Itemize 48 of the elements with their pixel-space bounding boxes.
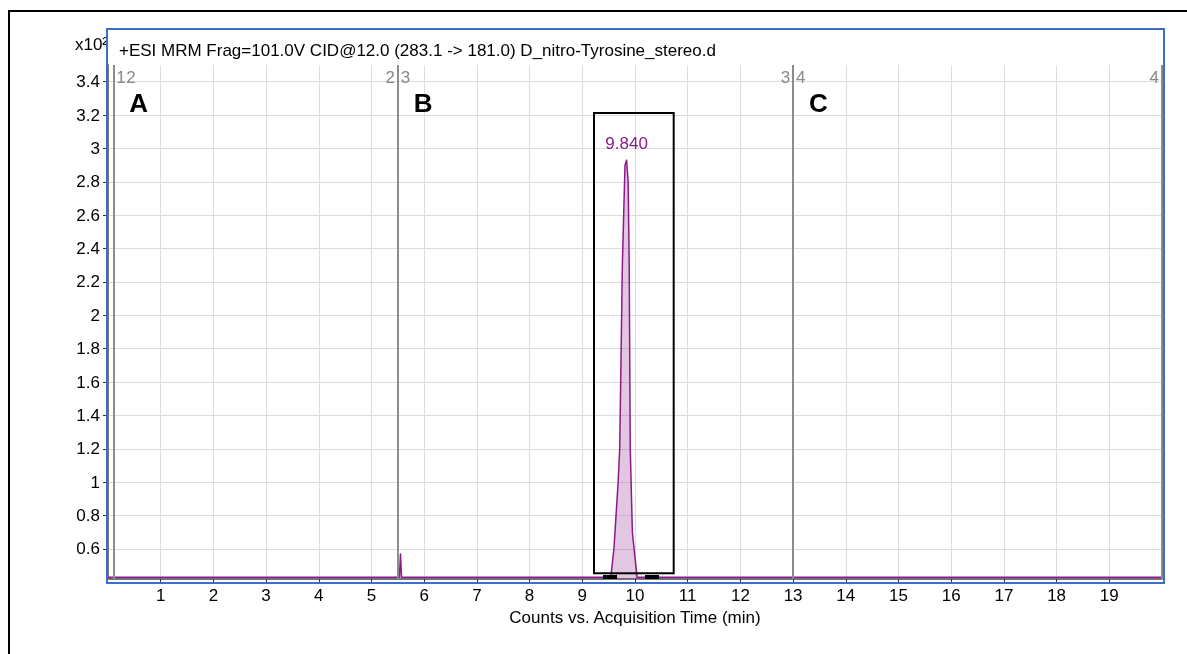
y-tick-label: 0.6 [76,539,100,559]
y-axis-title: x10² [74,35,109,54]
annotation: B [413,88,433,118]
x-tick-label: 8 [524,586,535,605]
y-tick-label: 0.8 [76,506,100,526]
x-tick-label: 4 [314,586,324,605]
y-tick-label: 3.4 [76,72,100,92]
x-tick-label: 10 [625,586,645,605]
x-tick-label: 19 [1099,586,1119,605]
x-tick-label: 9 [577,586,588,605]
x-tick-label: 3 [261,586,271,605]
y-tick-label: 2.2 [76,272,100,292]
y-tick-label: 1 [90,472,100,492]
x-tick-label: 2 [208,586,219,605]
y-tick-label: 1.2 [76,439,100,459]
x-tick-label: 15 [889,586,908,605]
x-tick-label: 11 [678,586,697,605]
annotation: 2 [126,67,136,87]
annotation: 3 [400,67,411,87]
x-axis-title: Counts vs. Acquisition Time (min) [509,607,761,627]
annotation: C [809,88,829,118]
x-tick-label: 13 [783,586,803,605]
y-tick-label: 2.4 [76,239,100,259]
annotation: 4 [796,67,806,87]
y-tick-label: 2.6 [76,205,100,225]
annotation: 9.840 [605,134,648,154]
annotation: 4 [1149,67,1159,87]
x-tick-label: 14 [836,586,856,605]
x-tick-label: 6 [419,586,429,605]
y-tick-label: 3 [90,138,100,158]
y-tick-label: 1.8 [76,339,100,359]
x-tick-label: 12 [730,586,750,605]
annotation: 2 [385,67,395,87]
y-tick-label: 1.6 [76,372,100,392]
y-tick-label: 2 [90,305,100,325]
x-tick-label: 18 [1047,586,1067,605]
x-tick-label: 17 [994,586,1014,605]
annotation: 1 [116,67,126,87]
y-tick-label: 2.8 [76,172,100,192]
x-tick-label: 16 [941,586,961,605]
annotation: A [129,88,149,118]
x-tick-label: 1 [155,586,166,605]
x-tick-label: 7 [472,586,482,605]
y-tick-label: 1.4 [76,405,100,425]
annotation: 3 [780,67,791,87]
x-tick-label: 5 [366,586,377,605]
chart-title: +ESI MRM Frag=101.0V CID@12.0 (283.1 -> 181.0) D_nitro-Tyrosine_stereo.d [119,41,716,60]
y-tick-label: 3.2 [76,105,100,125]
